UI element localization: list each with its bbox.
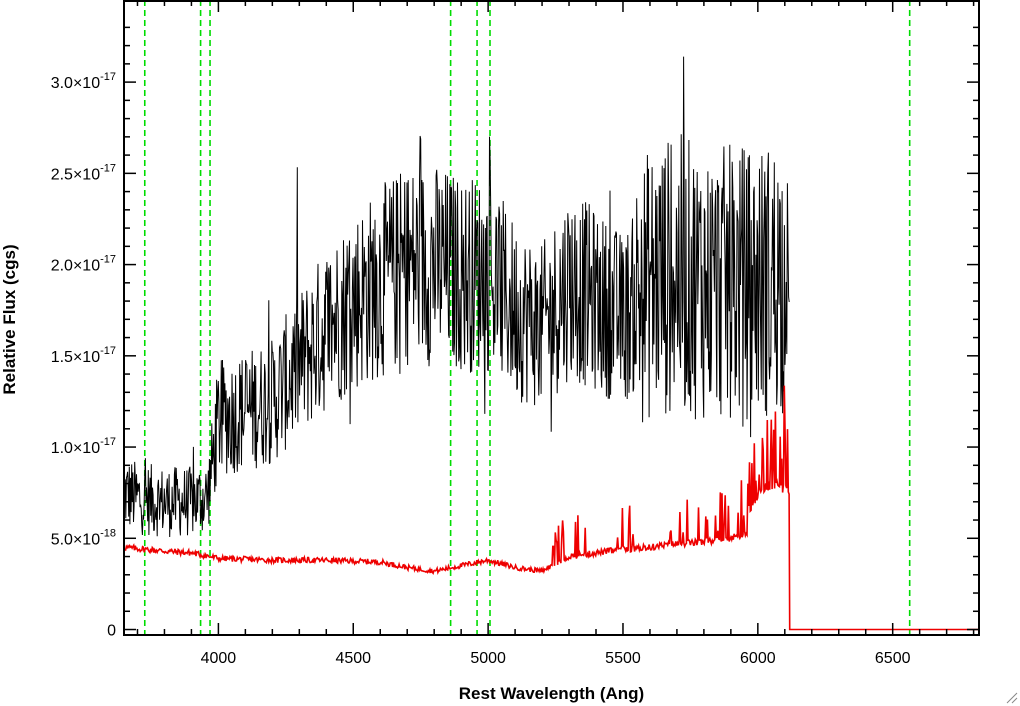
plot-frame <box>123 0 980 636</box>
y-tick-label: 1.0×10-17 <box>51 436 116 457</box>
x-tick-label: 6000 <box>740 650 776 667</box>
resize-grip-icon[interactable] <box>1004 690 1018 704</box>
tick-labels: 4000 4500 5000 5500 6000 6500 0 5.0×10-18 1.0×10… <box>51 71 911 667</box>
y-axis-title: Relative Flux (cgs) <box>0 244 19 394</box>
x-tick-label: 5500 <box>605 650 641 667</box>
x-tick-label: 4000 <box>201 650 237 667</box>
y-tick-label: 2.5×10-17 <box>51 162 116 183</box>
x-tick-label: 5000 <box>470 650 506 667</box>
y-tick-label: 1.5×10-17 <box>51 345 116 366</box>
x-tick-label: 6500 <box>875 650 911 667</box>
error-series-line <box>124 385 979 631</box>
series-layer <box>124 56 979 631</box>
y-tick-label: 5.0×10-18 <box>51 527 116 548</box>
flux-series-line <box>124 56 790 538</box>
y-tick-label: 2.0×10-17 <box>51 254 116 275</box>
emission-line-markers <box>143 0 911 635</box>
y-tick-label: 3.0×10-17 <box>51 71 116 92</box>
axis-ticks <box>124 0 979 635</box>
y-tick-label: 0 <box>107 623 116 640</box>
x-tick-label: 4500 <box>335 650 371 667</box>
x-axis-title: Rest Wavelength (Ang) <box>459 684 644 703</box>
